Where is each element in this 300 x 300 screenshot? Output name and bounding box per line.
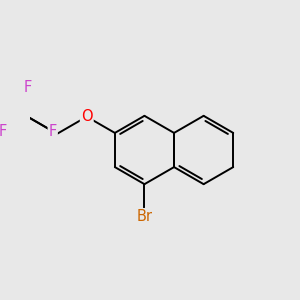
Text: O: O [81, 109, 93, 124]
Text: F: F [49, 124, 57, 139]
Text: F: F [23, 80, 32, 95]
Text: Br: Br [136, 209, 152, 224]
Text: F: F [0, 124, 7, 139]
